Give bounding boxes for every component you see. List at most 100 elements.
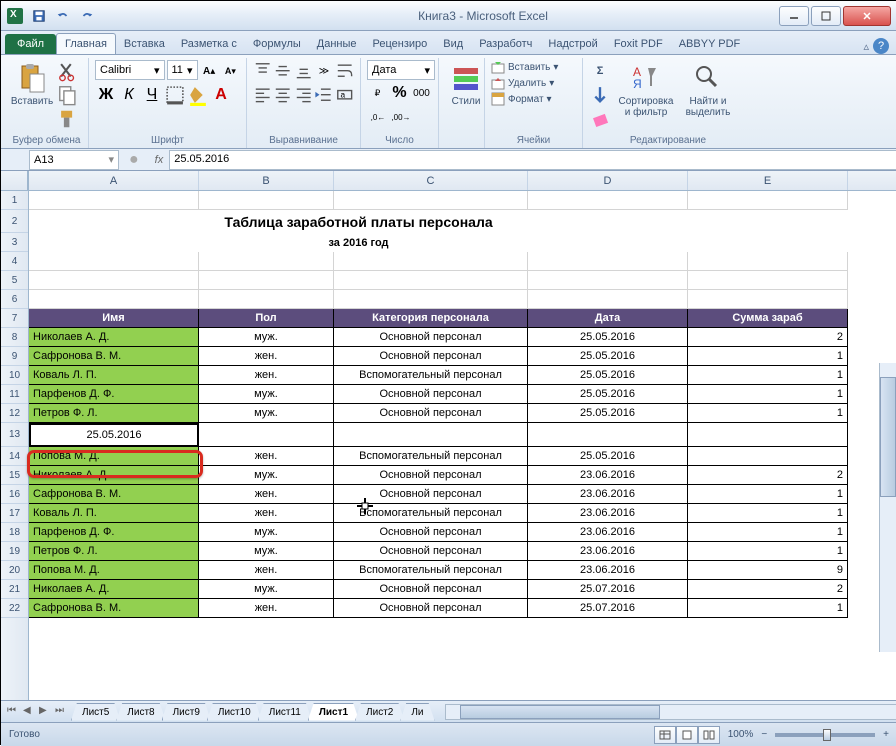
delete-cells-button[interactable]: Удалить ▾ (491, 76, 576, 90)
comma-button[interactable]: 000 (411, 82, 432, 104)
horizontal-scrollbar[interactable] (445, 704, 896, 720)
formula-input[interactable]: 25.05.2016 (169, 150, 896, 170)
align-middle-button[interactable] (273, 60, 292, 82)
close-button[interactable] (843, 6, 891, 26)
sheet-tab[interactable]: Лист9 (162, 703, 211, 721)
row-header[interactable]: 3 (1, 233, 28, 252)
view-layout-button[interactable] (676, 726, 698, 744)
zoom-in-button[interactable]: + (883, 729, 889, 740)
sheet-tab[interactable]: Лист11 (258, 703, 312, 721)
zoom-out-button[interactable]: − (761, 729, 767, 740)
underline-button[interactable]: Ч (141, 84, 163, 106)
align-bottom-button[interactable] (294, 60, 313, 82)
vertical-scrollbar[interactable] (879, 363, 896, 652)
decrease-indent-button[interactable] (314, 84, 333, 106)
row-header[interactable]: 6 (1, 290, 28, 309)
font-color-button[interactable]: A (210, 84, 232, 106)
row-header[interactable]: 16 (1, 485, 28, 504)
ribbon-tab-2[interactable]: Разметка с (173, 34, 245, 54)
find-select-button[interactable]: Найти и выделить (681, 60, 735, 130)
zoom-slider[interactable] (775, 733, 875, 737)
tab-nav-prev[interactable]: ◀ (23, 705, 37, 719)
row-header[interactable]: 17 (1, 504, 28, 523)
row-header[interactable]: 19 (1, 542, 28, 561)
font-name-combo[interactable]: Calibri▾ (95, 60, 165, 80)
select-all-corner[interactable] (1, 171, 28, 191)
row-header[interactable]: 13 (1, 423, 28, 447)
ribbon-tab-0[interactable]: Главная (56, 33, 116, 54)
orientation-button[interactable]: ≫ (314, 60, 333, 82)
row-header[interactable]: 2 (1, 210, 28, 233)
row-header[interactable]: 8 (1, 328, 28, 347)
row-header[interactable]: 7 (1, 309, 28, 328)
col-header-a[interactable]: A (29, 171, 199, 190)
styles-button[interactable]: Стили (445, 60, 487, 109)
row-header[interactable]: 21 (1, 580, 28, 599)
ribbon-minimize-icon[interactable]: ▵ (863, 40, 869, 53)
save-button[interactable] (29, 6, 49, 26)
decrease-decimal-button[interactable]: ,00→ (390, 106, 412, 128)
decrease-font-button[interactable]: A▾ (221, 60, 240, 82)
align-left-button[interactable] (253, 84, 272, 106)
name-box[interactable]: A13▾ (29, 150, 119, 170)
row-header[interactable]: 10 (1, 366, 28, 385)
undo-button[interactable] (53, 6, 73, 26)
col-header-c[interactable]: C (334, 171, 528, 190)
row-header[interactable]: 22 (1, 599, 28, 618)
confirm-icon[interactable]: ● (129, 151, 139, 169)
ribbon-tab-8[interactable]: Надстрой (540, 34, 605, 54)
row-header[interactable]: 12 (1, 404, 28, 423)
maximize-button[interactable] (811, 6, 841, 26)
clear-button[interactable] (589, 108, 611, 130)
row-header[interactable]: 5 (1, 271, 28, 290)
number-format-combo[interactable]: Дата▾ (367, 60, 435, 80)
sheet-tab[interactable]: Лист2 (355, 703, 404, 721)
paste-button[interactable]: Вставить (11, 60, 53, 146)
merge-button[interactable]: a (335, 84, 354, 106)
file-tab[interactable]: Файл (5, 34, 56, 54)
ribbon-tab-9[interactable]: Foxit PDF (606, 34, 671, 54)
increase-decimal-button[interactable]: ,0← (367, 106, 389, 128)
autosum-button[interactable]: Σ (589, 60, 611, 82)
ribbon-tab-3[interactable]: Формулы (245, 34, 309, 54)
align-center-button[interactable] (273, 84, 292, 106)
fill-button[interactable] (589, 84, 611, 106)
sheet-tab[interactable]: Лист10 (207, 703, 262, 721)
increase-font-button[interactable]: A▴ (200, 60, 219, 82)
col-header-d[interactable]: D (528, 171, 688, 190)
sheet-tab[interactable]: Лист8 (116, 703, 165, 721)
row-header[interactable]: 9 (1, 347, 28, 366)
ribbon-tab-6[interactable]: Вид (435, 34, 471, 54)
fx-icon[interactable]: fx (149, 154, 170, 166)
help-icon[interactable]: ? (873, 38, 889, 54)
border-button[interactable] (164, 84, 186, 106)
align-right-button[interactable] (294, 84, 313, 106)
redo-button[interactable] (77, 6, 97, 26)
col-header-e[interactable]: E (688, 171, 848, 190)
sheet-tab[interactable]: Лист5 (71, 703, 120, 721)
format-cells-button[interactable]: Формат ▾ (491, 92, 576, 106)
ribbon-tab-7[interactable]: Разработч (471, 34, 540, 54)
font-size-combo[interactable]: 11▾ (167, 60, 198, 80)
col-header-b[interactable]: B (199, 171, 334, 190)
bold-button[interactable]: Ж (95, 84, 117, 106)
fill-color-button[interactable] (187, 84, 209, 106)
row-header[interactable]: 1 (1, 191, 28, 210)
align-top-button[interactable] (253, 60, 272, 82)
italic-button[interactable]: К (118, 84, 140, 106)
row-header[interactable]: 18 (1, 523, 28, 542)
row-header[interactable]: 11 (1, 385, 28, 404)
view-normal-button[interactable] (654, 726, 676, 744)
ribbon-tab-4[interactable]: Данные (309, 34, 365, 54)
view-pagebreak-button[interactable] (698, 726, 720, 744)
sheet-tab[interactable]: Ли (400, 703, 434, 721)
cells[interactable]: Таблица заработной платы персоналаза 201… (29, 191, 896, 618)
wrap-text-button[interactable] (335, 60, 354, 82)
row-header[interactable]: 15 (1, 466, 28, 485)
tab-nav-next[interactable]: ▶ (39, 705, 53, 719)
cut-button[interactable] (57, 60, 79, 82)
insert-cells-button[interactable]: Вставить ▾ (491, 60, 576, 74)
sort-filter-button[interactable]: АЯ Сортировка и фильтр (615, 60, 677, 130)
row-header[interactable]: 4 (1, 252, 28, 271)
currency-button[interactable]: ₽ (367, 82, 388, 104)
